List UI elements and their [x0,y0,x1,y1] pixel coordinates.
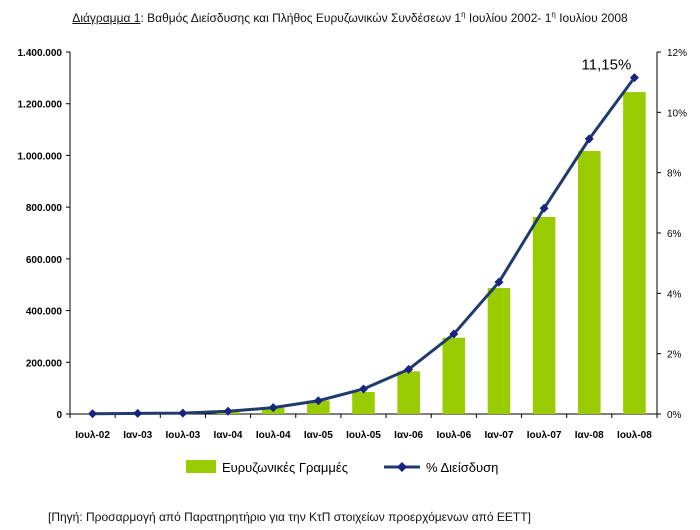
x-tick-label: Ιαν-04 [214,430,243,441]
chart-title-part2: Ιουλίου 2002- 1 [465,11,552,25]
line-point [268,403,278,413]
right-tick-label: 2% [667,350,682,361]
right-tick-label: 12% [667,48,687,59]
annotation-label: 11,15% [582,57,632,74]
bar [442,337,466,414]
x-tick-label: Ιαν-05 [304,430,333,441]
source-note: [Πηγή: Προσαρμογή από Παρατηρητήριο για … [48,510,531,524]
left-tick-label: 400.000 [26,307,63,318]
chart-axes [66,51,661,418]
chart-title-sup1: η [461,10,466,19]
x-tick-label: Ιαν-07 [484,430,513,441]
line-series [88,73,639,419]
left-tick-label: 600.000 [26,255,63,266]
x-tick-label: Ιουλ-03 [166,430,201,441]
chart-title-prefix: Διάγραμμα 1 [72,11,141,25]
x-tick-label: Ιουλ-02 [75,430,110,441]
x-tick-label: Ιαν-06 [394,430,423,441]
line-point [539,203,549,213]
legend-line-label: % Διείσδυση [426,460,498,475]
line-point [313,396,323,406]
chart-title-part3: Ιουλίου 2008 [555,11,628,25]
right-tick-label: 4% [667,289,682,300]
line-point [223,406,233,416]
bar [532,216,556,414]
x-tick-label: Ιουλ-08 [617,430,652,441]
bar [577,151,601,415]
left-tick-label: 0 [56,410,62,421]
combo-chart: 0 200.000 400.000 600.000 800.000 1.000.000 1.… [18,48,688,475]
bar [623,92,646,414]
bar [307,400,330,414]
left-tick-label: 1.000.000 [18,151,63,162]
line-point [449,329,459,339]
legend-bar-label: Ευρυζωνικές Γραμμές [222,460,348,475]
bar-series [126,92,646,415]
chart-title-sup2: η [551,10,556,19]
chart-title: Διάγραμμα 1: Βαθμός Διείσδυσης και Πλήθο… [0,10,700,25]
line-point [404,364,414,374]
bar [352,392,375,414]
right-tick-label: 8% [667,169,682,180]
line-point [629,73,639,83]
line-point [359,384,368,394]
left-tick-label: 1.200.000 [18,100,63,111]
line-point [133,408,143,418]
legend: Ευρυζωνικές Γραμμές % Διείσδυση [186,460,498,475]
left-tick-label: 200.000 [26,358,63,369]
x-tick-label: Ιαν-08 [575,430,604,441]
right-tick-label: 10% [667,108,687,119]
line-point [584,134,594,144]
left-tick-label: 1.400.000 [18,48,63,59]
x-tick-label: Ιαν-03 [123,430,152,441]
bar [397,371,420,414]
legend-bar-swatch [186,460,216,473]
x-tick-label: Ιουλ-06 [436,430,471,441]
bar [487,288,511,414]
legend-line-marker [397,462,407,472]
chart-title-part1: : Βαθμός Διείσδυσης και Πλήθος Ευρυζωνικ… [140,11,462,25]
x-tick-label: Ιουλ-05 [346,430,381,441]
line-point [494,277,504,287]
left-tick-label: 800.000 [26,203,63,214]
right-tick-label: 0% [667,410,682,421]
tick-labels: 0 200.000 400.000 600.000 800.000 1.000.000 1.… [18,48,688,441]
x-tick-label: Ιουλ-07 [527,430,562,441]
right-tick-label: 6% [667,229,682,240]
line-point [178,408,188,418]
x-tick-label: Ιουλ-04 [256,430,291,441]
line-point [88,409,98,419]
